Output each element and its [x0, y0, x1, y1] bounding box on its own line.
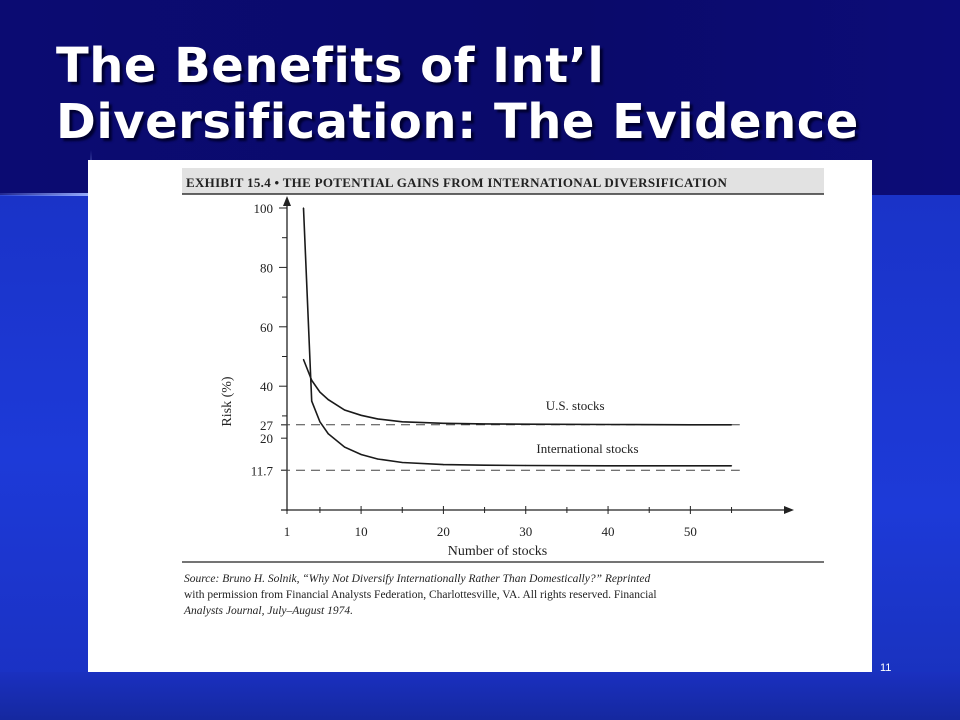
us-stocks-point [525, 423, 527, 425]
international-stocks-point [689, 465, 691, 467]
us-stocks-point [401, 421, 403, 423]
y-reference-label: 20 [260, 431, 273, 446]
slide-title-line-1: The Benefits of Int’l [56, 38, 605, 94]
y-tick-label: 40 [260, 379, 273, 394]
y-tick-label: 60 [260, 320, 273, 335]
y-reference-label: 27 [260, 418, 274, 433]
international-stocks-point [319, 421, 321, 423]
y-axis-arrow [283, 196, 291, 206]
slide-background-bottom [0, 672, 960, 720]
us-stocks-point [689, 424, 691, 426]
decorative-horizontal-rule [0, 193, 92, 196]
source-line-2: with permission from Financial Analysts … [184, 589, 657, 601]
international-stocks-point [442, 464, 445, 466]
us-stocks-point [442, 422, 445, 424]
international-stocks-series-label: International stocks [536, 441, 638, 456]
y-reference-label: 11.7 [251, 463, 274, 478]
us-stocks-point [730, 424, 733, 426]
risk-vs-number-of-stocks-chart: EXHIBIT 15.4 • THE POTENTIAL GAINS FROM … [182, 168, 824, 617]
x-axis-arrow [784, 506, 794, 514]
international-stocks-point [401, 461, 403, 464]
us-stocks-point [483, 423, 486, 425]
international-stocks-point [376, 458, 379, 460]
exhibit-header: EXHIBIT 15.4 • THE POTENTIAL GAINS FROM … [186, 175, 727, 190]
x-tick-label: 40 [602, 524, 615, 539]
slide-title-line-2: Diversification: The Evidence [56, 94, 859, 150]
us-stocks-point [302, 358, 305, 361]
slide-title: The Benefits of Int’l Diversification: T… [56, 38, 936, 150]
international-stocks-point [344, 446, 346, 448]
x-tick-label: 50 [684, 524, 697, 539]
x-tick-label: 30 [519, 524, 532, 539]
y-tick-label: 80 [260, 260, 273, 275]
source-line-1: Source: Bruno H. Solnik, “Why Not Divers… [184, 573, 650, 585]
slide-background-left-panel [0, 195, 92, 720]
us-stocks-point [376, 418, 379, 420]
exhibit-figure: EXHIBIT 15.4 • THE POTENTIAL GAINS FROM … [88, 160, 872, 672]
international-stocks-point [327, 433, 329, 435]
y-tick-label: 100 [254, 201, 274, 216]
us-stocks-point [344, 409, 346, 411]
us-stocks-series-label: U.S. stocks [546, 398, 605, 413]
exhibit-header-band [182, 168, 824, 194]
international-stocks-point [483, 464, 486, 466]
international-stocks-line [302, 207, 732, 467]
y-axis-label: Risk (%) [220, 376, 235, 427]
international-stocks-point [302, 207, 305, 209]
us-stocks-point [607, 423, 609, 426]
x-tick-label: 1 [284, 524, 291, 539]
x-axis-label: Number of stocks [448, 544, 548, 559]
x-tick-label: 10 [355, 524, 368, 539]
international-stocks-point [730, 465, 733, 467]
slide-page-number: 11 [880, 662, 892, 674]
international-stocks-point [607, 465, 609, 467]
source-line-3: Analysts Journal, July–August 1974. [183, 605, 353, 617]
us-stocks-point [360, 414, 362, 416]
international-stocks-point [360, 453, 362, 456]
slide-background-right-panel [872, 195, 960, 720]
international-stocks-point [525, 464, 527, 467]
us-stocks-point [327, 398, 329, 401]
x-tick-label: 20 [437, 524, 450, 539]
international-stocks-point [311, 400, 313, 402]
us-stocks-line [302, 359, 732, 426]
us-stocks-point [319, 391, 321, 393]
